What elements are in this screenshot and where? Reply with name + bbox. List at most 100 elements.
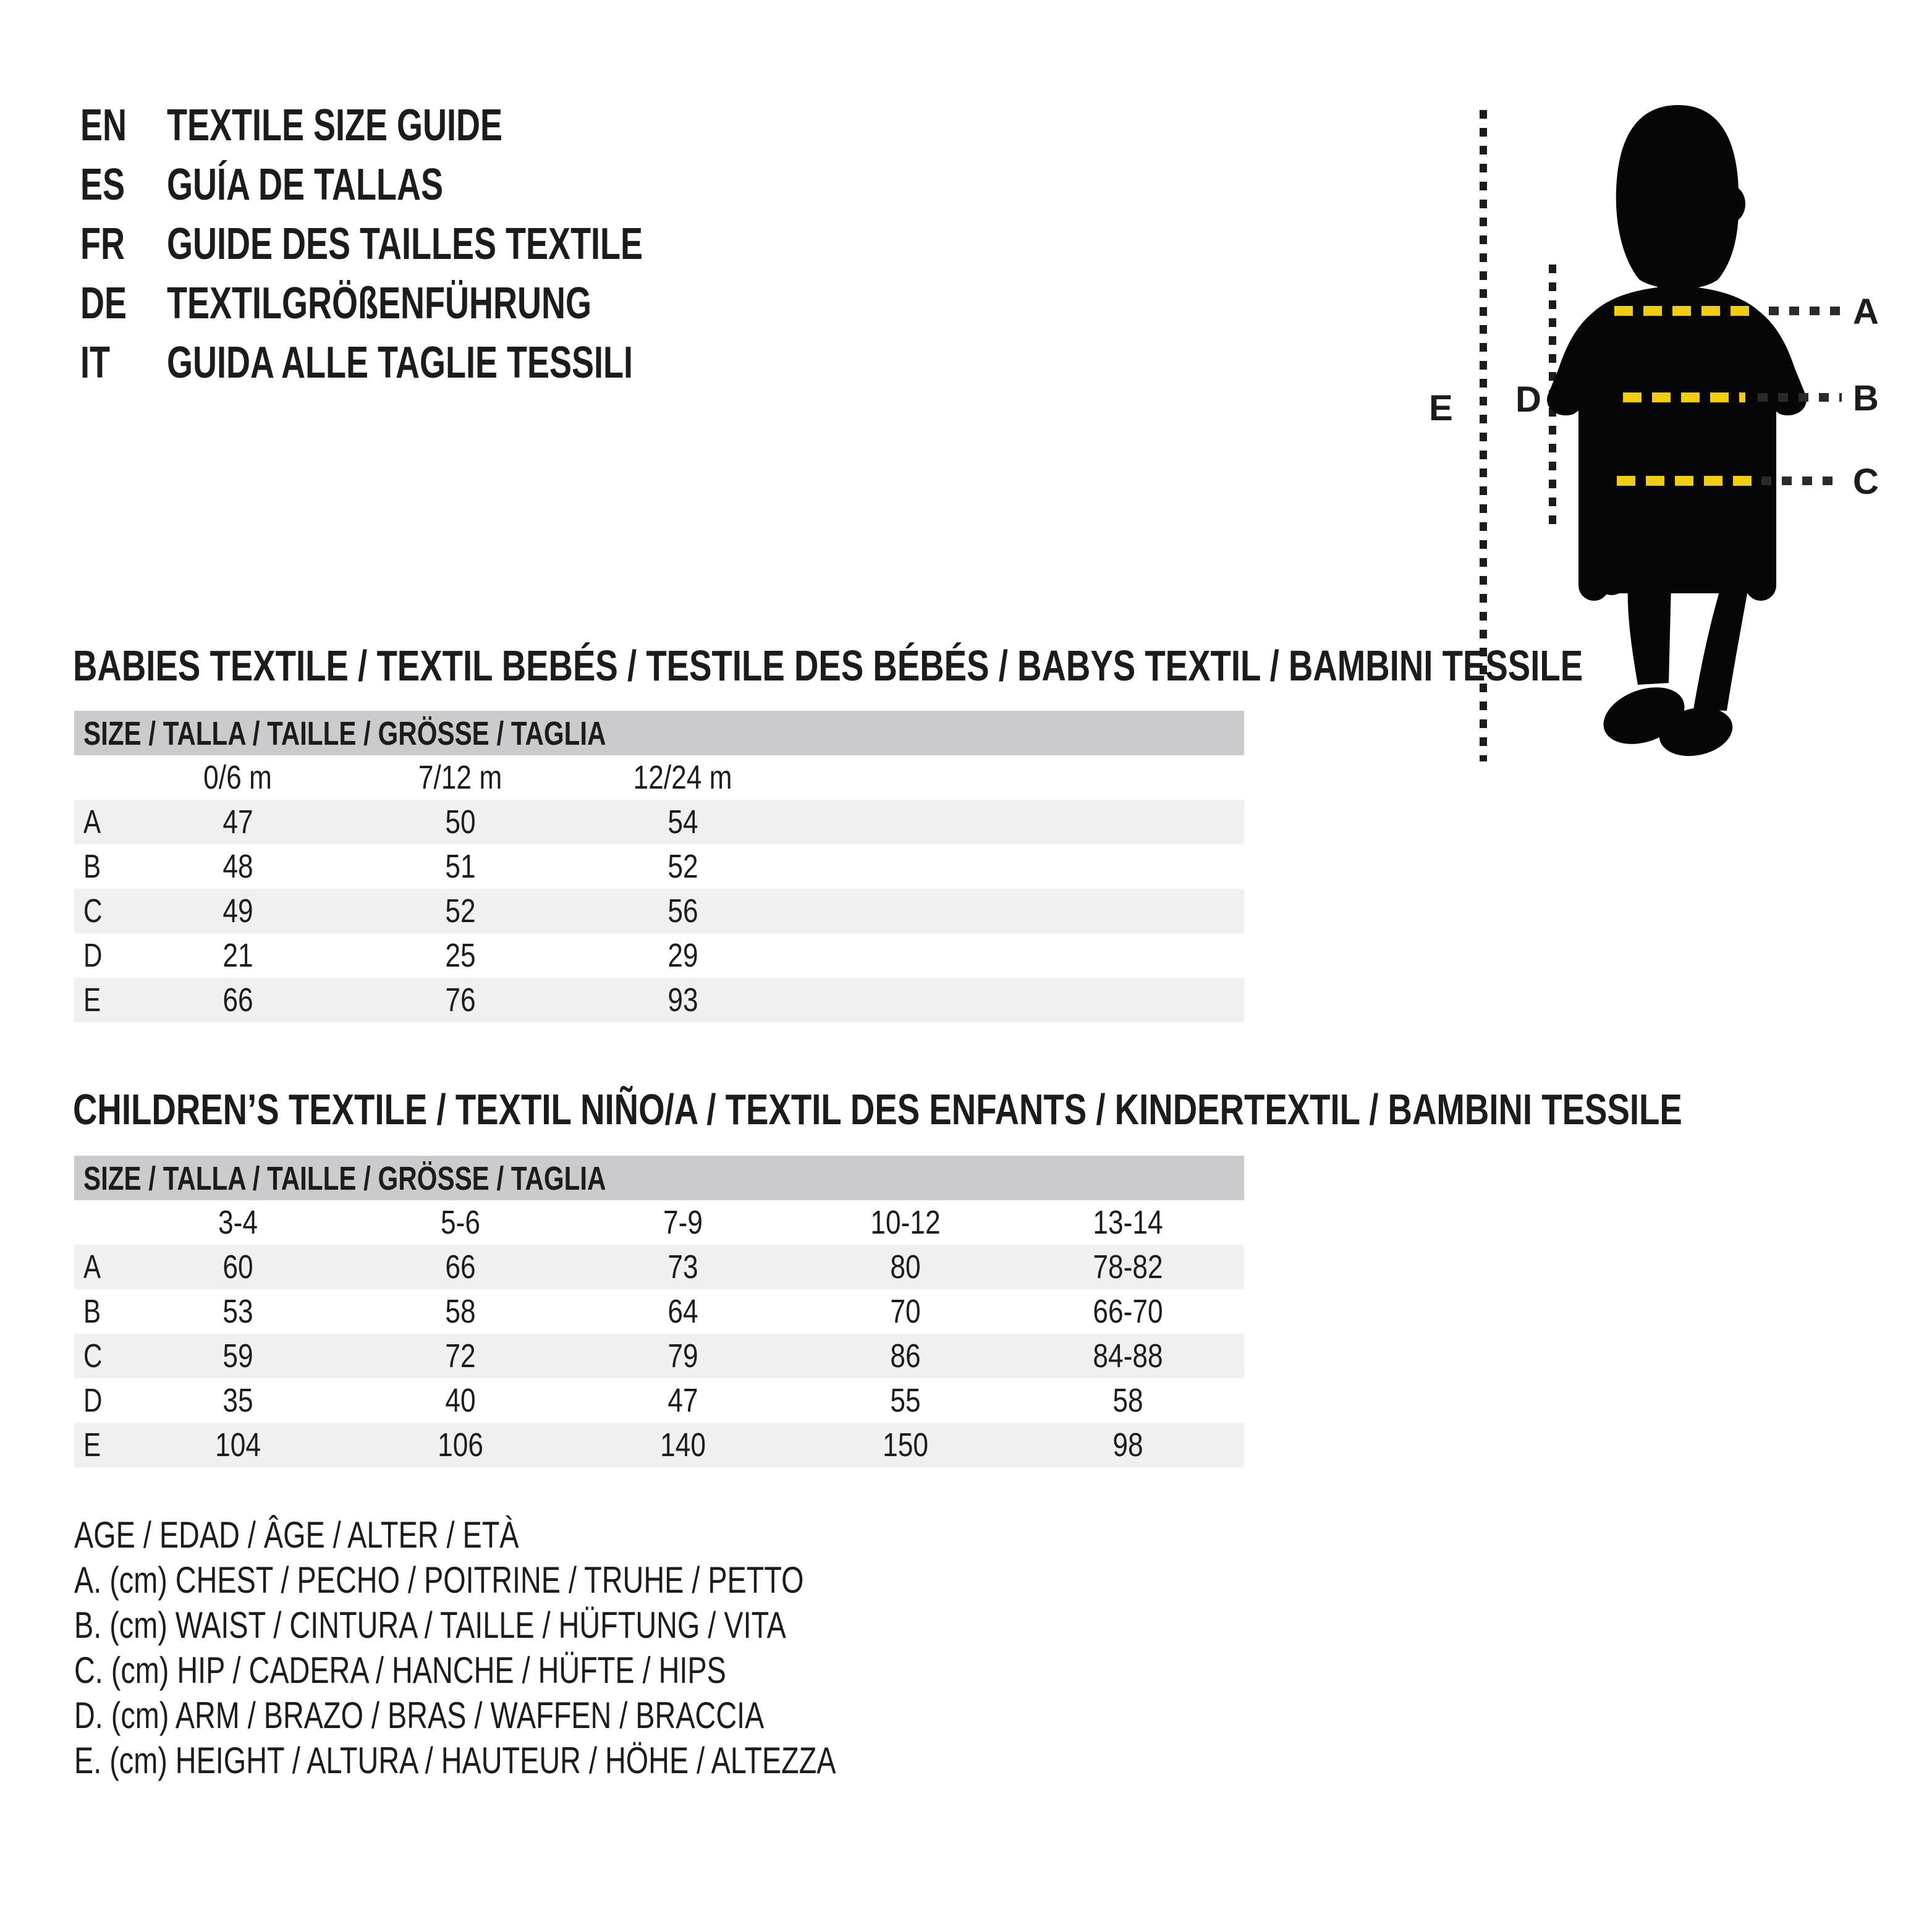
cell-value: 51 [445,848,476,885]
language-title: GUÍA DE TALLAS [167,160,443,210]
cell-value: 66-70 [1093,1293,1164,1330]
row-label: D [83,937,103,974]
cell-value: 47 [222,803,253,841]
row-label: C [83,892,103,930]
cell-value: 150 [883,1426,928,1464]
cell-value: 21 [222,937,253,974]
cell-value: 76 [445,981,476,1019]
table-row-arm: D 35 40 47 55 58 [74,1378,1244,1423]
language-title-block: EN TEXTILE SIZE GUIDE ES GUÍA DE TALLAS FR… [80,96,802,392]
cell-value: 70 [890,1293,921,1330]
language-code: ES [80,160,125,210]
language-row-fr: FR GUIDE DES TAILLES TEXTILE [80,214,802,274]
row-label: D [83,1382,103,1419]
cell-value: 104 [215,1426,261,1464]
cell-value: 52 [445,892,476,930]
table-row-hip: C 49 52 56 [74,889,1244,933]
cell-value: 140 [660,1426,706,1464]
row-label: E [83,981,101,1019]
cell-value: 54 [667,803,698,841]
measurement-legend: AGE / EDAD / ÂGE / ALTER / ETÀ A. (cm) C… [74,1512,1051,1783]
column-header: 13-14 [1093,1204,1164,1241]
legend-waist: B. (cm) WAIST / CINTURA / TAILLE / HÜFTU… [74,1604,786,1646]
cell-value: 60 [222,1248,253,1286]
table-row-height: E 104 106 140 150 98 [74,1423,1244,1467]
cell-value: 93 [667,981,698,1019]
language-row-es: ES GUÍA DE TALLAS [80,155,802,214]
table-row-chest: A 60 66 73 80 78-82 [74,1245,1244,1289]
row-label: A [83,1248,101,1286]
cell-value: 52 [667,848,698,885]
language-code: FR [80,219,125,269]
table-row-waist: B 53 58 64 70 66-70 [74,1289,1244,1334]
cell-value: 48 [222,848,253,885]
size-header-bar: SIZE / TALLA / TAILLE / GRÖSSE / TAGLIA [74,711,1244,755]
cell-value: 98 [1112,1426,1144,1464]
cell-value: 80 [890,1248,921,1286]
children-column-header-row: 3-4 5-6 7-9 10-12 13-14 [74,1200,1244,1245]
row-label: C [83,1337,103,1375]
table-row-hip: C 59 72 79 86 84-88 [74,1334,1244,1378]
language-title: TEXTILE SIZE GUIDE [167,101,503,150]
cell-value: 84-88 [1093,1337,1164,1375]
legend-age: AGE / EDAD / ÂGE / ALTER / ETÀ [74,1514,519,1556]
column-header: 0/6 m [203,759,273,796]
figure-label-chest: A [1853,292,1879,332]
cell-value: 29 [667,937,698,974]
cell-value: 47 [667,1382,698,1419]
language-row-it: IT GUIDA ALLE TAGLIE TESSILI [80,333,802,392]
row-label: A [83,803,101,841]
cell-value: 73 [667,1248,698,1286]
cell-value: 35 [222,1382,253,1419]
language-title: TEXTILGRÖßENFÜHRUNG [167,279,591,328]
cell-value: 40 [445,1382,476,1419]
language-row-de: DE TEXTILGRÖßENFÜHRUNG [80,274,802,333]
language-title: GUIDE DES TAILLES TEXTILE [167,219,643,269]
language-code: EN [80,101,127,150]
column-header: 3-4 [218,1204,258,1241]
column-header: 10-12 [870,1204,941,1241]
cell-value: 58 [1112,1382,1144,1419]
figure-label-hip: C [1853,462,1879,502]
cell-value: 56 [667,892,698,930]
column-header: 12/24 m [633,759,733,796]
cell-value: 66 [445,1248,476,1286]
cell-value: 55 [890,1382,921,1419]
cell-value: 53 [222,1293,253,1330]
cell-value: 78-82 [1093,1248,1164,1286]
cell-value: 50 [445,803,476,841]
cell-value: 79 [667,1337,698,1375]
cell-value: 66 [222,981,253,1019]
babies-section-heading: BABIES TEXTILE / TEXTIL BEBÉS / TESTILE … [73,642,1583,690]
cell-value: 49 [222,892,253,930]
table-row-chest: A 47 50 54 [74,800,1244,844]
row-label: B [83,1293,101,1330]
row-label: E [83,1426,101,1464]
legend-height: E. (cm) HEIGHT / ALTURA / HAUTEUR / HÖHE… [74,1740,836,1781]
table-row-height: E 66 76 93 [74,978,1244,1022]
figure-label-arm: D [1515,379,1541,420]
language-code: IT [80,338,110,388]
language-title: GUIDA ALLE TAGLIE TESSILI [167,338,633,388]
babies-column-header-row: 0/6 m 7/12 m 12/24 m [74,755,1244,800]
cell-value: 59 [222,1337,253,1375]
legend-chest: A. (cm) CHEST / PECHO / POITRINE / TRUHE… [74,1559,804,1601]
child-silhouette-icon [1547,104,1807,756]
column-header: 7-9 [663,1204,703,1241]
figure-label-height: E [1429,388,1453,428]
cell-value: 86 [890,1337,921,1375]
children-size-table: SIZE / TALLA / TAILLE / GRÖSSE / TAGLIA … [74,1156,1244,1467]
column-header: 5-6 [440,1204,480,1241]
cell-value: 106 [438,1426,483,1464]
children-section-heading: CHILDREN’S TEXTILE / TEXTIL NIÑO/A / TEX… [73,1085,1682,1133]
babies-size-table: SIZE / TALLA / TAILLE / GRÖSSE / TAGLIA … [74,711,1244,1022]
legend-hip: C. (cm) HIP / CADERA / HANCHE / HÜFTE / … [74,1650,726,1691]
column-header: 7/12 m [418,759,502,796]
cell-value: 64 [667,1293,698,1330]
figure-label-waist: B [1853,378,1879,418]
language-code: DE [80,279,127,328]
table-row-arm: D 21 25 29 [74,933,1244,978]
cell-value: 25 [445,937,476,974]
language-row-en: EN TEXTILE SIZE GUIDE [80,96,802,155]
